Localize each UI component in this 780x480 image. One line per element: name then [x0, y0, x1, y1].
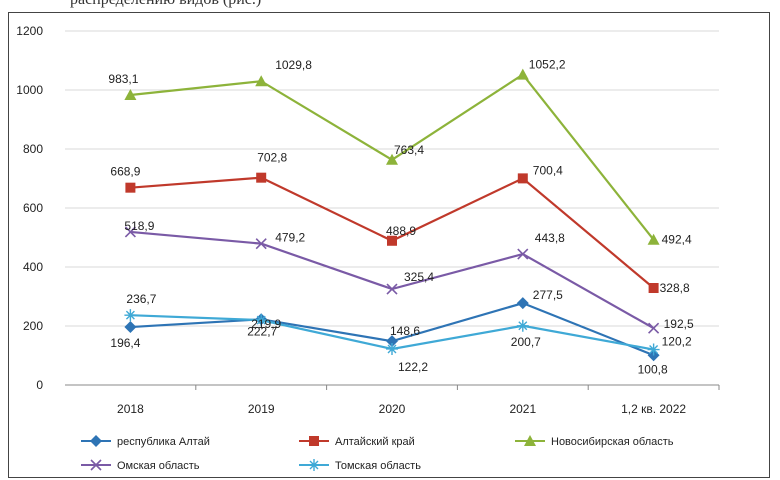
x-tick-label: 2019 [248, 402, 275, 416]
data-label: 668,9 [110, 165, 140, 179]
series-line [130, 230, 655, 330]
x-tick-label: 1,2 кв. 2022 [621, 402, 686, 416]
legend-label: Омская область [117, 460, 200, 472]
data-label: 700,4 [533, 163, 563, 177]
data-label: 763,4 [394, 143, 424, 157]
data-point [386, 342, 398, 355]
legend-label: Новосибирская область [551, 436, 674, 448]
caption-strip: распределению видов (рис.) [0, 0, 780, 22]
legend-swatch-marker [308, 459, 320, 471]
data-point [386, 335, 398, 348]
data-point [386, 153, 398, 165]
caption-text: распределению видов (рис.) [70, 0, 261, 9]
data-label: 488,9 [386, 224, 416, 238]
data-point [386, 283, 398, 295]
y-tick-label: 400 [23, 260, 43, 274]
data-point [255, 314, 268, 327]
data-label: 196,4 [110, 336, 140, 350]
data-label: 479,2 [275, 231, 305, 245]
legend-label: республика Алтай [117, 436, 210, 448]
data-point [255, 238, 267, 250]
data-label: 277,5 [533, 288, 563, 302]
data-label: 1052,2 [529, 58, 566, 72]
data-point [124, 321, 137, 334]
x-tick-label: 2021 [509, 402, 536, 416]
data-point [516, 68, 529, 80]
y-tick-label: 600 [23, 201, 43, 215]
data-point [647, 233, 660, 245]
data-label: 443,8 [535, 231, 565, 245]
y-tick-label: 1000 [16, 83, 43, 97]
data-label: 983,1 [108, 72, 138, 86]
data-point [125, 182, 136, 193]
line-chart: 0 200 400 600 800 1000 1200 2018 2019 2020 2021 1,2… [16, 24, 720, 472]
data-label: 328,8 [660, 281, 690, 295]
data-label: 120,2 [662, 335, 692, 349]
data-label: 192,5 [664, 317, 694, 331]
data-point [647, 343, 660, 356]
legend-label: Томская область [335, 460, 421, 472]
legend-swatch-marker [309, 436, 319, 446]
data-label: 702,8 [257, 151, 287, 165]
data-point [648, 283, 659, 294]
data-label: 222,7 [247, 324, 277, 338]
data-point [516, 319, 529, 332]
y-tick-label: 0 [36, 378, 43, 392]
data-label: 219,9 [251, 317, 281, 331]
data-label: 100,8 [638, 362, 668, 376]
legend-swatch-marker [524, 435, 536, 446]
data-point [516, 297, 529, 310]
data-label: 325,4 [404, 270, 434, 284]
y-tick-label: 1200 [16, 24, 43, 38]
legend-swatch-marker [90, 459, 102, 471]
data-point [255, 75, 268, 87]
data-label: 200,7 [511, 335, 541, 349]
chart-frame: 0 200 400 600 800 1000 1200 2018 2019 2020 2021 1,2… [8, 12, 770, 478]
data-label: 236,7 [126, 292, 156, 306]
x-tick-label: 2020 [379, 402, 406, 416]
data-point [124, 88, 137, 100]
data-point [517, 248, 529, 260]
data-label: 122,2 [398, 360, 428, 374]
data-label: 518,9 [124, 219, 154, 233]
y-tick-label: 800 [23, 142, 43, 156]
data-label: 1029,8 [275, 58, 312, 72]
x-tick-label: 2018 [117, 402, 144, 416]
y-tick-label: 200 [23, 319, 43, 333]
data-label: 148,6 [390, 324, 420, 338]
legend-label: Алтайский край [335, 436, 415, 448]
data-point [387, 235, 397, 246]
data-point [648, 322, 660, 334]
data-point [124, 309, 137, 322]
data-point [256, 172, 267, 183]
data-label: 492,4 [662, 233, 692, 247]
legend-swatch-marker [90, 435, 102, 447]
data-point [517, 173, 528, 184]
data-point [124, 226, 136, 238]
